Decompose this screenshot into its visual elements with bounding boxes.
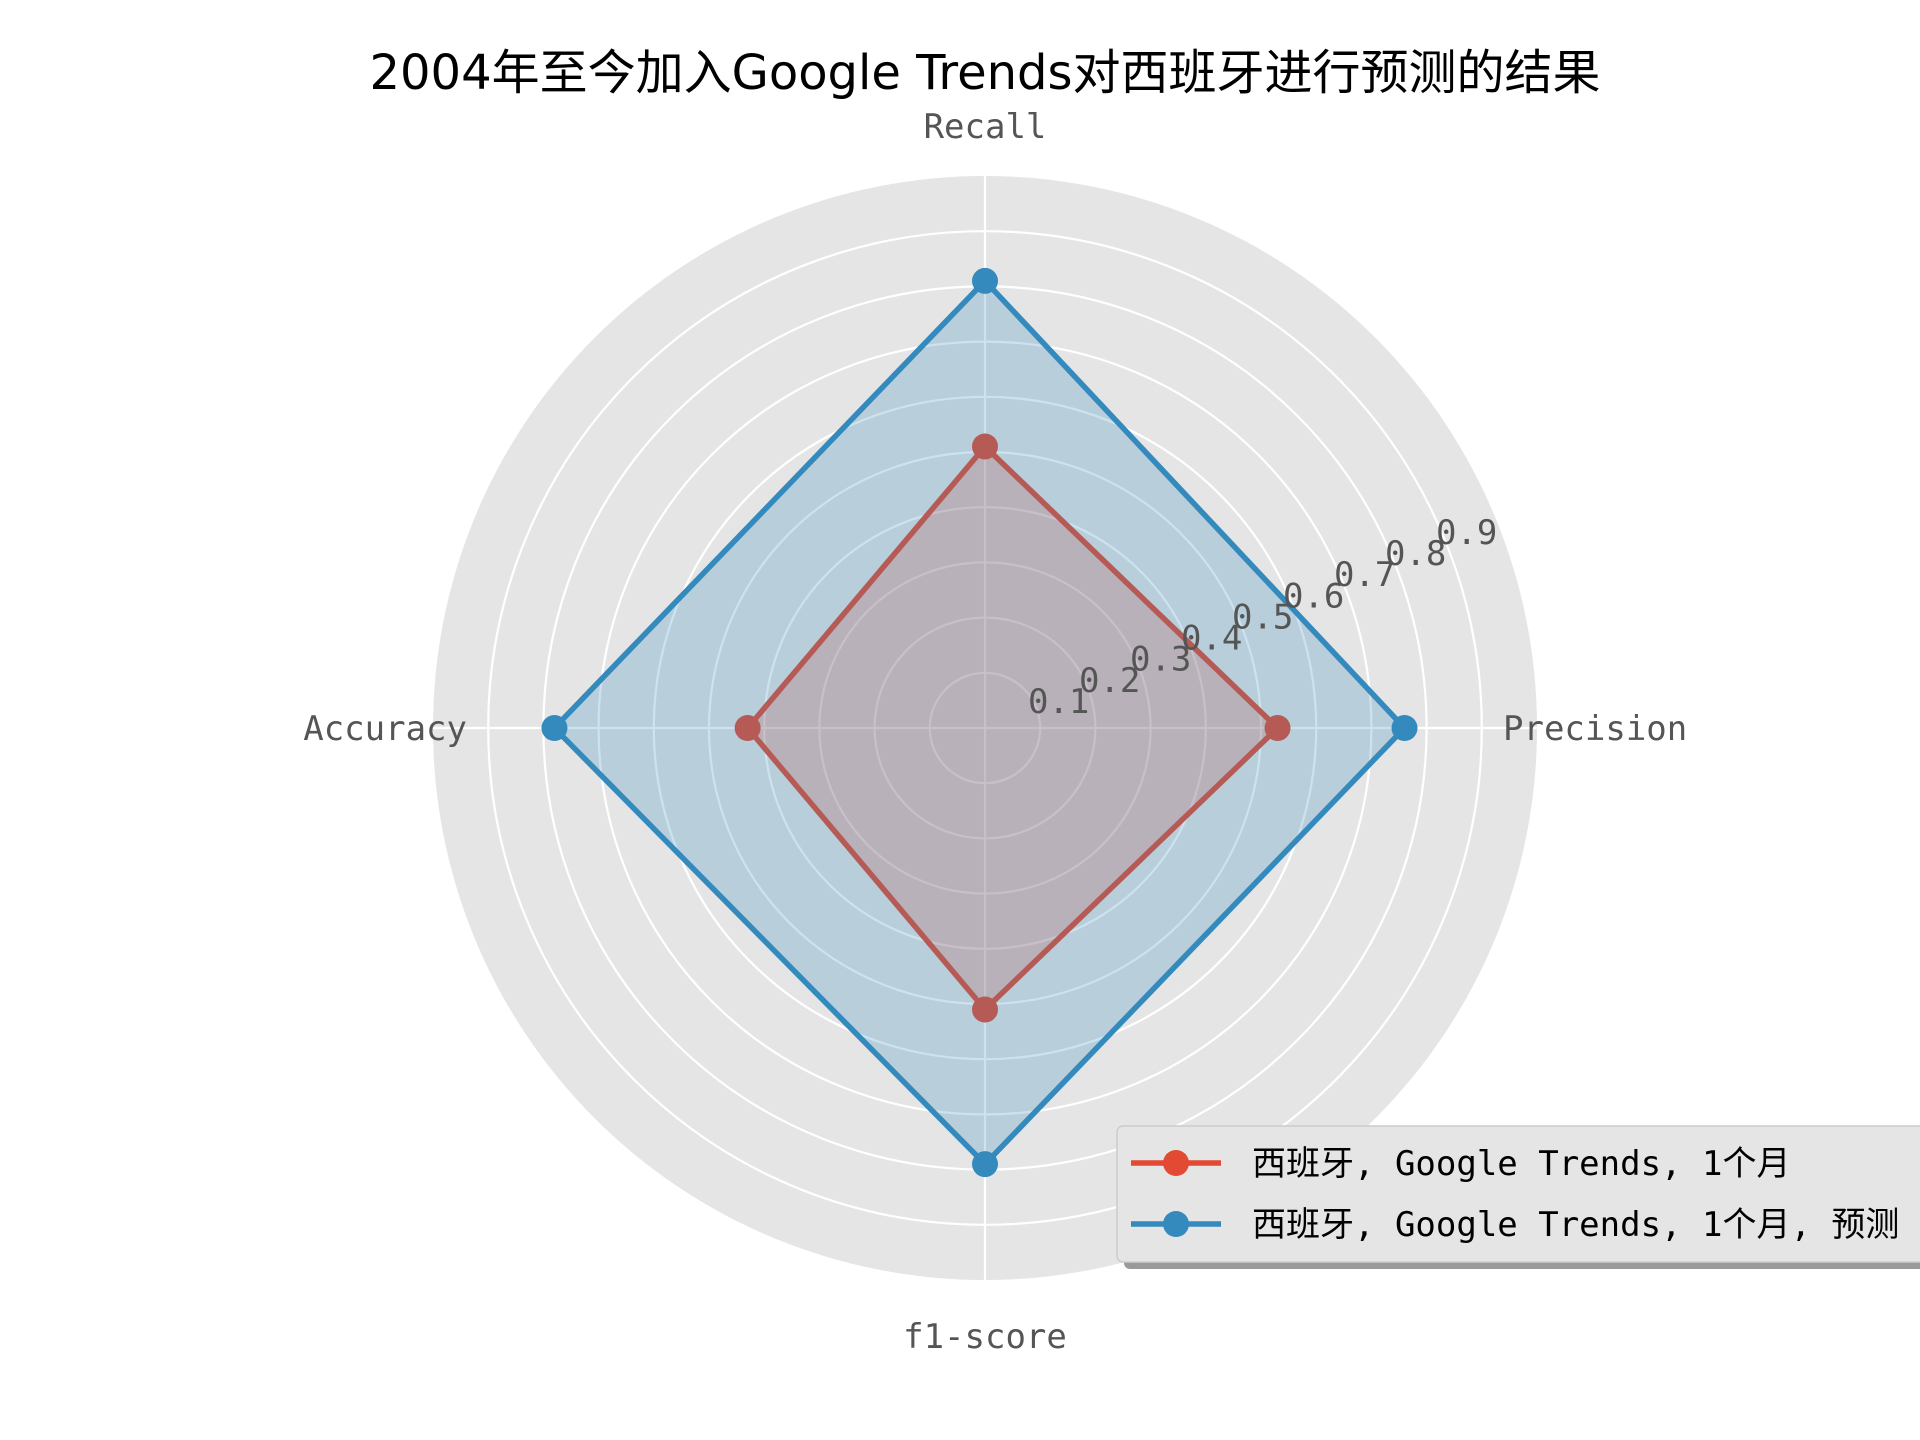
chart-title: 2004年至今加入Google Trends对西班牙进行预测的结果 (369, 45, 1600, 101)
axis-label: Recall (924, 107, 1047, 147)
radial-tick-label: 0.9 (1436, 513, 1497, 553)
legend-entry-label: 西班牙, Google Trends, 1个月 (1252, 1144, 1790, 1184)
axis-label: f1-score (903, 1317, 1067, 1357)
series-point (1392, 715, 1418, 741)
series-point (972, 268, 998, 294)
legend-entry-label: 西班牙, Google Trends, 1个月, 预测 (1252, 1205, 1899, 1245)
axis-label: Precision (1503, 709, 1687, 749)
series-point (541, 715, 567, 741)
legend-marker (1163, 1150, 1189, 1176)
axis-label: Accuracy (303, 709, 467, 749)
series-point (972, 1151, 998, 1177)
legend-marker (1163, 1211, 1189, 1237)
